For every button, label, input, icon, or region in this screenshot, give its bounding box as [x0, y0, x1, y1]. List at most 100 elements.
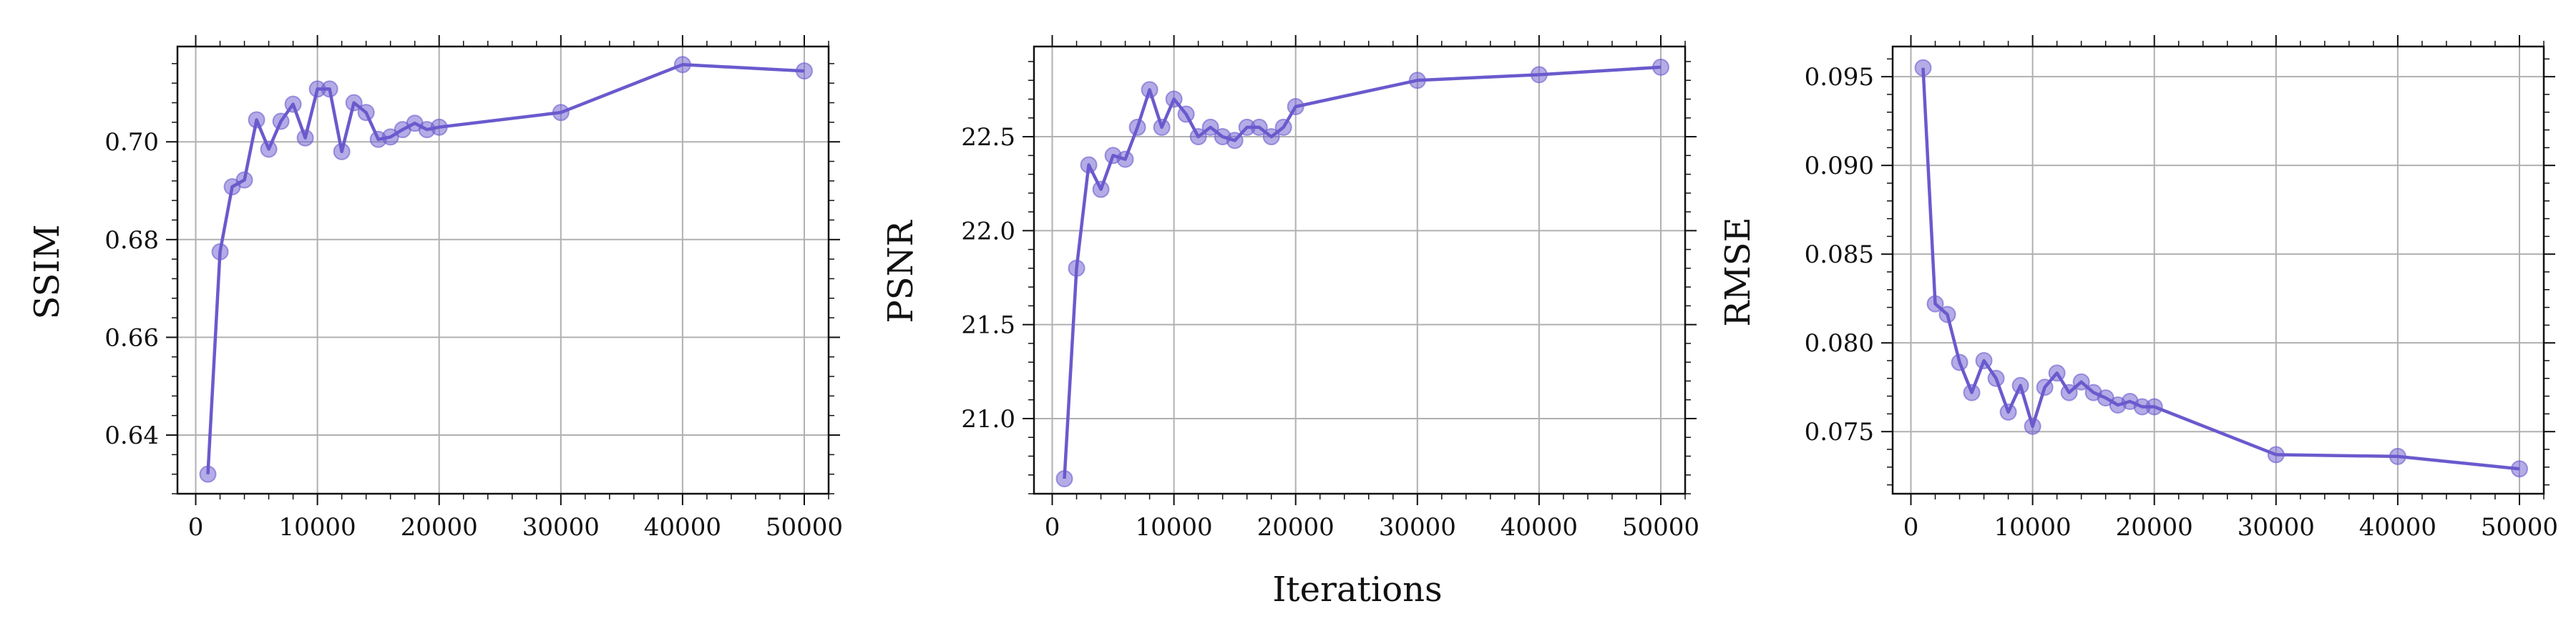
- data-point: [235, 171, 253, 189]
- x-tick-label: 30000: [2238, 513, 2315, 542]
- data-point: [1999, 403, 2017, 421]
- data-point: [1914, 59, 1932, 77]
- y-tick-label: 22.0: [961, 217, 1015, 245]
- x-tick-label: 0: [1045, 513, 1060, 542]
- data-point: [248, 111, 265, 129]
- data-point: [284, 95, 302, 113]
- data-point: [1652, 58, 1669, 76]
- data-point: [1092, 180, 1110, 198]
- x-tick-label: 0: [1903, 513, 1919, 542]
- data-point: [2060, 384, 2078, 401]
- x-tick-label: 0: [188, 513, 204, 542]
- y-tick-label: 0.095: [1805, 63, 1874, 92]
- y-axis-label: PSNR: [881, 219, 921, 323]
- data-point: [1938, 306, 1956, 323]
- data-point: [1287, 98, 1304, 116]
- data-point: [673, 56, 691, 74]
- plot-area: 0 10000 20000 30000 40000 50000 0.075 0.080 0.08…: [1805, 35, 2558, 542]
- data-point: [357, 104, 375, 122]
- y-tick-label: 0.085: [1805, 240, 1874, 269]
- y-tick-label: 0.080: [1805, 329, 1874, 358]
- data-point: [2048, 364, 2066, 382]
- data-point: [2024, 417, 2041, 435]
- shared-x-axis-label: Iterations: [1272, 570, 1442, 610]
- data-point: [1116, 150, 1134, 168]
- data-point: [1201, 118, 1219, 136]
- data-point: [211, 243, 229, 260]
- y-tick-label: 0.68: [104, 226, 159, 255]
- y-axis-label: SSIM: [27, 224, 67, 319]
- x-tick-label: 10000: [1994, 513, 2072, 542]
- data-point: [2072, 373, 2090, 391]
- data-point: [2389, 447, 2406, 465]
- x-tick-label: 50000: [1622, 513, 1699, 542]
- data-point: [199, 465, 217, 483]
- x-tick-label: 50000: [2481, 513, 2558, 542]
- y-tick-label: 21.5: [961, 311, 1015, 340]
- data-point: [1226, 132, 1244, 150]
- y-tick-label: 0.075: [1805, 418, 1874, 447]
- data-point: [1975, 351, 1993, 369]
- y-tick-label: 0.64: [104, 421, 159, 450]
- data-point: [296, 129, 314, 147]
- data-point: [1141, 81, 1158, 99]
- data-point: [321, 80, 338, 98]
- data-point: [1189, 128, 1207, 146]
- y-axis-label: RMSE: [1718, 217, 1758, 326]
- x-tick-label: 40000: [2359, 513, 2436, 542]
- data-point: [260, 140, 278, 158]
- x-tick-label: 30000: [522, 513, 600, 542]
- y-tick-label: 22.5: [961, 123, 1015, 152]
- data-point: [1530, 66, 1548, 84]
- y-tick-label: 0.66: [104, 323, 159, 352]
- data-point: [1177, 105, 1195, 123]
- data-point: [1274, 118, 1292, 136]
- x-tick-label: 20000: [401, 513, 478, 542]
- x-tick-label: 10000: [1136, 513, 1213, 542]
- data-point: [1951, 353, 1968, 371]
- data-point: [1055, 469, 1073, 487]
- data-point: [430, 118, 448, 136]
- subplot-2: 0 10000 20000 30000 40000 50000 21.0 21.5 22.0 22…: [881, 35, 1699, 542]
- plot-area: 0 10000 20000 30000 40000 50000 21.0 21.5 22.0 22…: [961, 35, 1699, 542]
- data-point: [1165, 90, 1183, 108]
- data-point: [795, 62, 813, 80]
- plot-frame: [176, 45, 830, 495]
- data-point: [272, 112, 290, 130]
- data-point: [1987, 369, 2005, 387]
- y-tick-label: 0.090: [1805, 152, 1874, 180]
- data-point: [1153, 118, 1171, 136]
- y-tick-label: 0.70: [104, 128, 159, 157]
- subplot-1: 0 10000 20000 30000 40000 50000 0.64 0.66 0.68 0.…: [27, 35, 843, 542]
- x-tick-label: 20000: [2116, 513, 2193, 542]
- data-point: [345, 94, 363, 112]
- y-tick-label: 21.0: [961, 405, 1015, 434]
- data-point: [1926, 295, 1944, 313]
- data-point: [2267, 446, 2285, 464]
- x-tick-label: 20000: [1257, 513, 1335, 542]
- data-point: [1080, 156, 1098, 174]
- data-point: [1250, 118, 1268, 136]
- plot-frame: [1891, 45, 2545, 495]
- data-point: [1963, 384, 1981, 401]
- x-tick-label: 30000: [1379, 513, 1456, 542]
- data-point: [2011, 376, 2029, 394]
- x-tick-label: 40000: [1501, 513, 1578, 542]
- data-point: [552, 104, 570, 122]
- data-point: [2145, 398, 2163, 416]
- x-tick-label: 10000: [279, 513, 356, 542]
- data-point: [333, 142, 351, 160]
- data-point: [1068, 259, 1085, 277]
- data-point: [1408, 72, 1426, 89]
- data-point: [2510, 460, 2528, 478]
- data-point: [1262, 128, 1280, 146]
- plot-area: 0 10000 20000 30000 40000 50000 0.64 0.66 0.68 0.…: [104, 35, 843, 542]
- data-point: [2036, 379, 2054, 396]
- data-point: [1128, 118, 1146, 136]
- subplot-3: 0 10000 20000 30000 40000 50000 0.075 0.080 0.08…: [1718, 35, 2558, 542]
- x-tick-label: 40000: [644, 513, 721, 542]
- x-tick-label: 50000: [766, 513, 843, 542]
- plot-frame: [1033, 45, 1687, 495]
